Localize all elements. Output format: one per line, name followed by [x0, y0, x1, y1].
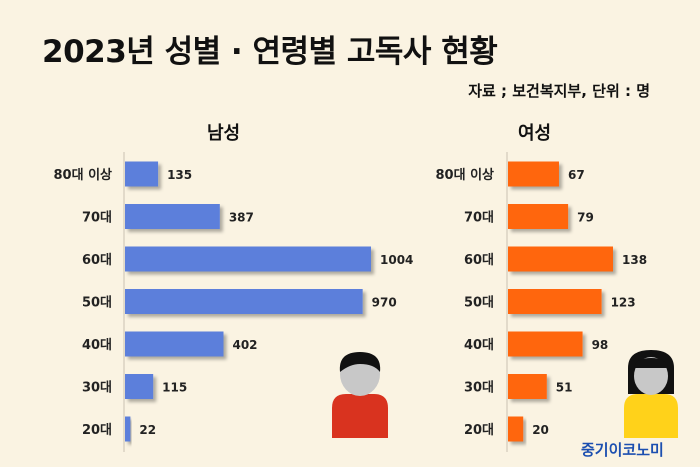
male-category-label: 60대: [82, 253, 112, 268]
female-category-label: 70대: [464, 211, 494, 226]
female-category-label: 50대: [464, 296, 494, 311]
chart-title: 2023년 성별 · 연령별 고독사 현황: [42, 34, 498, 70]
female-bar: [508, 246, 613, 272]
female-bar: [508, 416, 524, 442]
female-value-label: 79: [577, 211, 594, 225]
female-bar-group: 80대 이상 67 70대 79 60대 138 50대 123 40대 98 30대 51 20대 20: [436, 161, 647, 442]
male-value-label: 402: [232, 338, 257, 352]
female-category-label: 40대: [464, 338, 494, 353]
male-value-label: 970: [372, 296, 397, 310]
female-bar: [508, 374, 547, 399]
source-note: 자료 ; 보건복지부, 단위 : 명: [468, 82, 650, 100]
male-panel-title: 남성: [207, 123, 241, 144]
female-bar: [508, 289, 602, 314]
male-value-label: 135: [167, 168, 192, 182]
female-category-label: 30대: [464, 381, 494, 396]
female-value-label: 67: [568, 168, 585, 182]
female-panel-title: 여성: [518, 123, 552, 144]
female-value-label: 20: [532, 423, 549, 437]
female-value-label: 51: [556, 381, 573, 395]
male-category-label: 50대: [82, 296, 112, 311]
male-bar-group: 80대 이상 135 70대 387 60대 1004 50대 970 40대 402 30대 115…: [54, 161, 413, 442]
male-bar: [125, 204, 220, 229]
male-value-label: 1004: [380, 253, 413, 267]
man-avatar-icon: [332, 352, 388, 438]
male-category-label: 20대: [82, 423, 112, 438]
male-category-label: 80대 이상: [54, 167, 113, 183]
female-category-label: 20대: [464, 423, 494, 438]
female-bar: [508, 161, 559, 187]
male-bar: [125, 289, 363, 314]
male-bar: [125, 161, 159, 187]
female-bar: [508, 331, 583, 357]
male-value-label: 115: [162, 381, 187, 395]
brand-logo: 중기이코노미: [581, 441, 664, 459]
male-category-label: 70대: [82, 211, 112, 226]
female-value-label: 138: [622, 253, 647, 267]
male-bar: [125, 374, 154, 399]
female-category-label: 80대 이상: [436, 167, 495, 183]
male-bar: [125, 331, 224, 357]
female-value-label: 98: [592, 338, 609, 352]
male-bar: [125, 416, 131, 442]
woman-avatar-icon: [624, 350, 678, 438]
male-category-label: 30대: [82, 381, 112, 396]
female-value-label: 123: [611, 296, 636, 310]
male-bar: [125, 246, 371, 272]
male-value-label: 22: [139, 423, 156, 437]
female-category-label: 60대: [464, 253, 494, 268]
female-bar: [508, 204, 569, 229]
male-value-label: 387: [229, 211, 254, 225]
male-category-label: 40대: [82, 338, 112, 353]
